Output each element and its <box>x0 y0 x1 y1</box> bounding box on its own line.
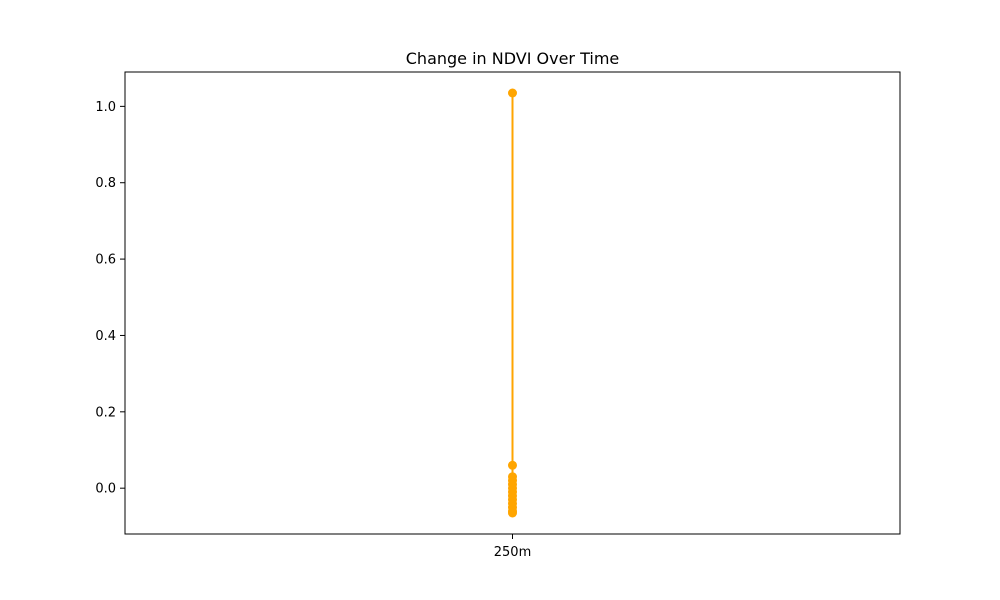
data-point <box>508 460 517 470</box>
y-tick-label: 0.2 <box>95 405 116 420</box>
x-tick-label: 250m <box>494 545 531 560</box>
y-axis: 0.0 0.2 0.4 0.6 0.8 1.0 <box>95 100 125 497</box>
data-point <box>508 88 517 98</box>
y-tick-label: 0.4 <box>95 329 116 344</box>
data-point <box>508 508 517 518</box>
y-tick-label: 0.8 <box>95 176 116 191</box>
series-layer <box>508 88 517 518</box>
y-tick-label: 0.0 <box>95 482 116 497</box>
chart-title: Change in NDVI Over Time <box>406 49 620 68</box>
x-axis: 250m <box>494 534 531 560</box>
y-tick-label: 0.6 <box>95 253 116 268</box>
y-tick-label: 1.0 <box>95 100 116 115</box>
